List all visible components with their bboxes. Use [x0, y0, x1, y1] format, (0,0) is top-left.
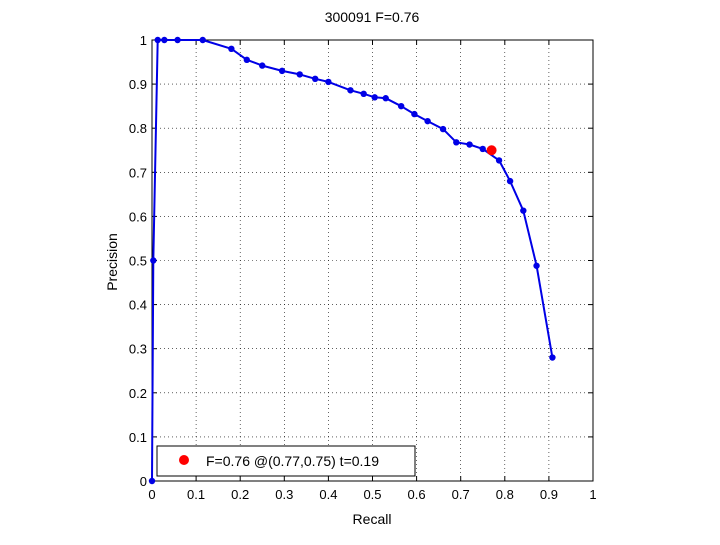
curve [148, 36, 556, 485]
pr-curve-point [325, 78, 332, 86]
grid [152, 40, 593, 481]
y-tick-label: 0.6 [129, 209, 147, 224]
x-tick-label: 0.8 [496, 487, 514, 502]
y-tick-label: 0.5 [129, 254, 147, 269]
pr-curve-point [533, 262, 540, 269]
pr-curve-point [520, 207, 527, 214]
pr-curve-point [259, 62, 266, 69]
pr-curve-point [228, 45, 235, 53]
pr-curve-point [174, 36, 181, 44]
pr-curve-point [397, 102, 405, 110]
y-tick-label: 1 [140, 33, 147, 48]
chart-title: 300091 F=0.76 [325, 9, 420, 25]
pr-curve-point [199, 36, 206, 44]
y-tick-label: 0.7 [129, 165, 147, 180]
pr-curve-point [347, 87, 354, 94]
pr-curve-point [466, 141, 473, 148]
legend: F=0.76 @(0.77,0.75) t=0.19 [156, 445, 416, 477]
pr-curve-point [382, 95, 389, 102]
pr-curve-point [453, 139, 460, 146]
y-tick-label: 0.3 [129, 342, 147, 357]
pr-curve-point [424, 117, 431, 125]
pr-curve-point [148, 477, 156, 485]
pr-curve-point [161, 36, 168, 44]
pr-curve-point [549, 354, 556, 361]
pr-curve-point [360, 90, 367, 98]
pr-curve-point [154, 36, 161, 44]
x-tick-label: 0.1 [187, 487, 205, 502]
x-tick-label: 0.7 [452, 487, 470, 502]
best-f-point [486, 145, 497, 156]
x-tick-label: 1 [589, 487, 596, 502]
y-tick-label: 0.2 [129, 386, 147, 401]
pr-curve-point [411, 110, 418, 118]
pr-curve-point [311, 75, 319, 83]
pr-curve-point [439, 125, 447, 133]
pr-curve-point [495, 157, 503, 164]
legend-box [156, 445, 416, 477]
y-tick-label: 0.4 [129, 298, 147, 313]
pr-curve-point [243, 56, 251, 64]
y-tick-label: 0.9 [129, 77, 147, 92]
x-tick-label: 0.5 [363, 487, 381, 502]
pr-curve-point [479, 145, 486, 153]
pr-curve-point [278, 67, 286, 75]
y-tick-label: 0 [140, 474, 147, 489]
x-tick-label: 0 [148, 487, 155, 502]
ticks: 0 0.1 0.2 0.3 0.4 0.5 0.6 0.7 0.8 0.9 1 0 0.1 0.2 0.3 0… [129, 33, 597, 502]
x-tick-label: 0.9 [540, 487, 558, 502]
pr-curve-point [506, 177, 514, 185]
pr-curve-point [371, 94, 378, 101]
x-axis-title: Recall [353, 511, 392, 527]
y-tick-label: 0.8 [129, 121, 147, 136]
x-tick-label: 0.3 [275, 487, 293, 502]
x-tick-label: 0.2 [231, 487, 249, 502]
legend-label: F=0.76 @(0.77,0.75) t=0.19 [206, 453, 379, 469]
x-tick-label: 0.6 [408, 487, 426, 502]
pr-curve-point [150, 257, 157, 264]
y-tick-label: 0.1 [129, 430, 147, 445]
pr-curve-point [296, 71, 303, 78]
x-tick-label: 0.4 [319, 487, 337, 502]
y-axis-title: Precision [104, 233, 120, 291]
legend-marker [179, 455, 189, 465]
